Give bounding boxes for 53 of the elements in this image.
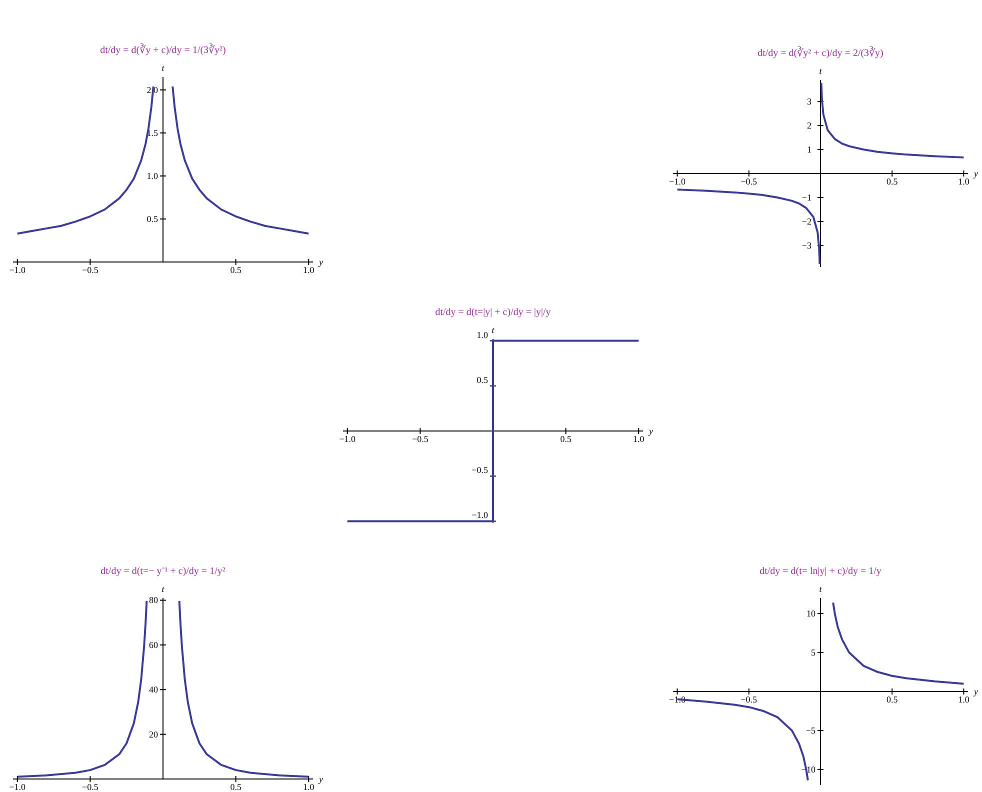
y-tick-label: −5 bbox=[806, 725, 816, 736]
y-axis-title: t bbox=[162, 584, 165, 594]
x-tick-label: −1.0 bbox=[9, 265, 26, 275]
y-tick-label: 40 bbox=[149, 684, 158, 695]
x-tick-label: 0.5 bbox=[886, 694, 898, 704]
y-tick-label: −0.5 bbox=[472, 465, 488, 476]
y-tick-label: 1.5 bbox=[146, 128, 158, 138]
y-tick-label: 1.0 bbox=[476, 330, 488, 340]
y-axis-title: t bbox=[819, 584, 822, 594]
y-tick-label: 1 bbox=[807, 144, 812, 155]
y-tick-label: 3 bbox=[807, 96, 812, 107]
x-axis-title: y bbox=[648, 426, 653, 436]
y-tick-label: −2 bbox=[802, 216, 812, 226]
x-tick-label: 0.5 bbox=[886, 176, 898, 186]
y-tick-label: 10 bbox=[806, 608, 816, 619]
x-tick-label: 1.0 bbox=[958, 694, 970, 704]
x-tick-label: −1.0 bbox=[669, 176, 686, 186]
x-tick-label: 0.5 bbox=[230, 782, 242, 792]
x-tick-label: 1.0 bbox=[303, 782, 315, 792]
y-tick-label: 0.5 bbox=[146, 214, 158, 224]
y-tick-label: −1.0 bbox=[472, 510, 488, 520]
y-axis-title: t bbox=[819, 66, 822, 76]
y-tick-label: 5 bbox=[811, 648, 816, 658]
x-axis-title: y bbox=[973, 168, 978, 178]
y-tick-label: 2 bbox=[807, 120, 812, 131]
y-tick-label: −1 bbox=[802, 192, 812, 202]
x-axis-title: y bbox=[973, 686, 978, 696]
x-tick-label: 1.0 bbox=[633, 434, 645, 444]
y-tick-label: 20 bbox=[149, 729, 158, 740]
y-tick-label: 80 bbox=[149, 595, 158, 606]
x-tick-label: −0.5 bbox=[740, 694, 758, 704]
y-tick-label: −3 bbox=[802, 240, 812, 250]
y-tick-label: 0.5 bbox=[476, 374, 488, 385]
x-tick-label: 1.0 bbox=[958, 176, 970, 186]
x-tick-label: 0.5 bbox=[230, 265, 242, 275]
x-tick-label: −0.5 bbox=[740, 176, 758, 186]
x-tick-label: −0.5 bbox=[412, 434, 429, 444]
x-tick-label: −1.0 bbox=[9, 782, 26, 792]
chart-title: dt/dy = d(∛y + c)/dy = 1/(3∛y²) bbox=[100, 44, 226, 56]
x-axis-title: y bbox=[318, 774, 323, 784]
chart-title: dt/dy = d(t=|y| + c)/dy = |y|/y bbox=[435, 307, 551, 318]
x-axis-title: y bbox=[318, 257, 323, 267]
chart-title: dt/dy = d(t= ln|y| + c)/dy = 1/y bbox=[760, 566, 882, 577]
chart-title: dt/dy = d(t=− y⁻¹ + c)/dy = 1/y² bbox=[100, 566, 226, 577]
y-tick-label: 60 bbox=[149, 640, 158, 650]
x-tick-label: −0.5 bbox=[82, 782, 99, 792]
chart-title: dt/dy = d(∛y² + c)/dy = 2/(3∛y) bbox=[758, 47, 884, 59]
y-axis-title: t bbox=[162, 63, 165, 73]
x-tick-label: −0.5 bbox=[82, 265, 99, 275]
y-axis-title: t bbox=[492, 325, 495, 335]
x-tick-label: −1.0 bbox=[339, 434, 356, 444]
x-tick-label: 0.5 bbox=[560, 434, 572, 444]
x-tick-label: 1.0 bbox=[303, 265, 315, 275]
